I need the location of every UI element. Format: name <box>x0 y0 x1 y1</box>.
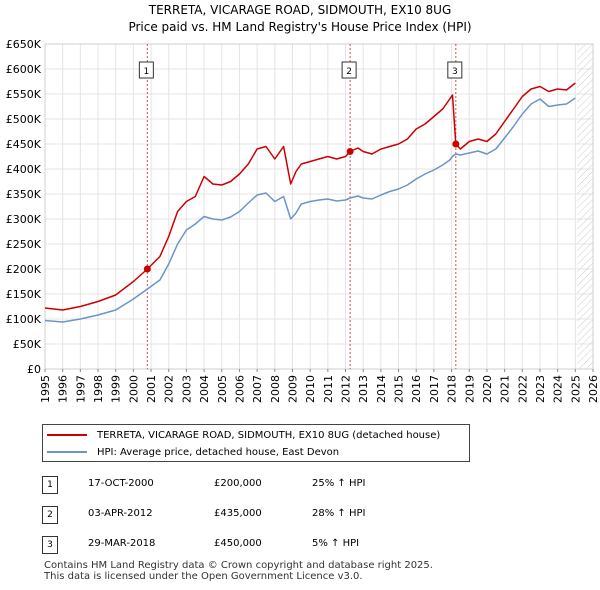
x-tick-label: 2010 <box>304 375 317 403</box>
footer-licence: This data is licensed under the Open Gov… <box>44 571 363 582</box>
y-tick-label: £350K <box>6 188 42 201</box>
x-tick-label: 2001 <box>145 375 158 403</box>
x-tick-label: 2020 <box>481 375 494 403</box>
x-tick-label: 2023 <box>534 375 547 403</box>
x-tick-label: 2002 <box>163 375 176 403</box>
sale-date: 29-MAR-2018 <box>88 538 156 549</box>
x-tick-label: 1997 <box>74 375 87 403</box>
x-tick-label: 2004 <box>198 375 211 403</box>
x-tick-label: 2014 <box>375 375 388 403</box>
x-tick-label: 2017 <box>428 375 441 403</box>
y-tick-label: £0 <box>27 363 41 376</box>
x-tick-label: 2022 <box>516 375 529 403</box>
x-tick-label: 2008 <box>269 375 282 403</box>
projection-region <box>577 44 593 369</box>
y-tick-label: £100K <box>6 313 42 326</box>
sale-label-number: 3 <box>452 67 458 77</box>
x-tick-label: 2019 <box>463 375 476 403</box>
sale-number-badge: 3 <box>42 536 58 554</box>
y-tick-label: £150K <box>6 288 42 301</box>
sale-label-box <box>341 61 357 79</box>
sale-point <box>452 140 460 148</box>
y-tick-label: £500K <box>6 113 42 126</box>
chart-title: TERRETA, VICARAGE ROAD, SIDMOUTH, EX10 8… <box>148 3 452 17</box>
y-tick-label: £300K <box>6 213 42 226</box>
x-tick-label: 1999 <box>110 375 123 403</box>
sale-hpi-change: 28% ↑ HPI <box>312 508 366 519</box>
x-tick-label: 2024 <box>552 375 565 403</box>
hpi-line <box>44 97 576 323</box>
x-tick-label: 2007 <box>251 375 264 403</box>
hpi-line-swatch <box>47 451 87 453</box>
y-tick-label: £550K <box>6 88 42 101</box>
sale-hpi-change: 25% ↑ HPI <box>312 478 366 489</box>
sale-date: 17-OCT-2000 <box>88 478 154 489</box>
sale-date: 03-APR-2012 <box>88 508 153 519</box>
sale-row-1: 1 17-OCT-2000 £200,000 25% ↑ HPI <box>0 476 600 496</box>
sale-hpi-change: 5% ↑ HPI <box>312 538 360 549</box>
y-tick-label: £50K <box>13 338 42 351</box>
legend-label-property: TERRETA, VICARAGE ROAD, SIDMOUTH, EX10 8… <box>97 429 441 441</box>
footer-copyright: Contains HM Land Registry data © Crown c… <box>44 560 433 571</box>
sale-label-box <box>138 61 154 79</box>
x-tick-label: 1998 <box>92 375 105 403</box>
sale-row-3: 3 29-MAR-2018 £450,000 5% ↑ HPI <box>0 536 600 556</box>
sale-point <box>143 265 151 273</box>
y-tick-label: £250K <box>6 238 42 251</box>
x-tick-label: 2006 <box>233 375 246 403</box>
sale-row-2: 2 03-APR-2012 £435,000 28% ↑ HPI <box>0 506 600 526</box>
sale-number-badge: 1 <box>42 476 58 494</box>
sale-label-number: 2 <box>346 67 352 77</box>
sale-label-box <box>447 61 463 79</box>
legend-label-hpi: HPI: Average price, detached house, East… <box>97 446 340 458</box>
legend-item-property: TERRETA, VICARAGE ROAD, SIDMOUTH, EX10 8… <box>47 427 440 443</box>
x-tick-label: 2013 <box>357 375 370 403</box>
x-tick-label: 2012 <box>340 375 353 403</box>
x-tick-label: 2011 <box>322 375 335 403</box>
sale-price: £450,000 <box>214 538 262 549</box>
x-tick-label: 2021 <box>499 375 512 403</box>
x-tick-label: 2005 <box>216 375 229 403</box>
property-line-swatch <box>47 434 87 436</box>
x-tick-label: 2015 <box>393 375 406 403</box>
x-tick-label: 2026 <box>587 375 600 403</box>
x-tick-label: 2018 <box>446 375 459 403</box>
y-tick-label: £650K <box>6 38 42 51</box>
x-tick-label: 2009 <box>286 375 299 403</box>
x-tick-label: 1996 <box>57 375 70 403</box>
sale-label-number: 1 <box>143 67 149 77</box>
sale-point <box>346 148 354 155</box>
y-tick-label: £400K <box>6 163 42 176</box>
sale-number-badge: 2 <box>42 506 58 524</box>
x-tick-label: 2016 <box>410 375 423 403</box>
y-tick-label: £200K <box>6 263 42 276</box>
price-chart: £0 £50K £100K £150K £200K £250K £300K £350K £400… <box>6 38 600 403</box>
sale-price: £200,000 <box>214 478 262 489</box>
x-tick-label: 2003 <box>180 375 193 403</box>
x-tick-label: 1995 <box>39 375 52 403</box>
y-tick-label: £450K <box>6 138 42 151</box>
chart-subtitle: Price paid vs. HM Land Registry's House … <box>128 20 472 34</box>
footer: Contains HM Land Registry data © Crown c… <box>44 560 433 582</box>
plot-frame <box>44 43 594 370</box>
legend: TERRETA, VICARAGE ROAD, SIDMOUTH, EX10 8… <box>42 424 470 462</box>
x-tick-label: 2025 <box>569 375 582 403</box>
y-tick-label: £600K <box>6 63 42 76</box>
x-tick-label: 2000 <box>127 375 140 403</box>
property-price-line <box>44 82 576 311</box>
legend-item-hpi: HPI: Average price, detached house, East… <box>47 444 339 460</box>
sale-price: £435,000 <box>214 508 262 519</box>
